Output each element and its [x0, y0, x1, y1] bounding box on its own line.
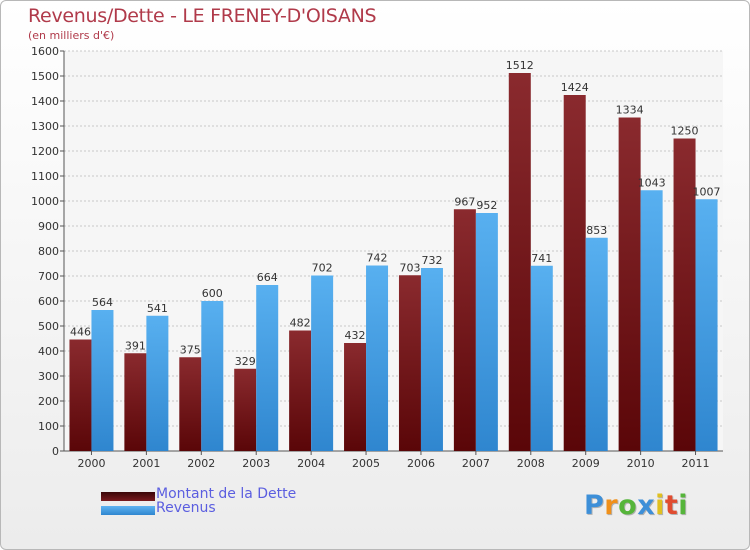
x-tick-label: 2003 — [242, 457, 270, 470]
bar — [475, 213, 498, 451]
x-tick-label: 2006 — [407, 457, 435, 470]
data-label: 732 — [421, 254, 442, 267]
bar — [618, 117, 641, 451]
data-label: 1250 — [671, 125, 699, 138]
y-tick-label: 1600 — [31, 45, 59, 58]
y-tick-label: 1200 — [31, 145, 59, 158]
y-tick-label: 1000 — [31, 195, 59, 208]
data-label: 600 — [202, 287, 223, 300]
bar — [91, 310, 114, 451]
data-label: 664 — [257, 271, 278, 284]
y-tick-label: 1500 — [31, 70, 59, 83]
bar — [563, 95, 586, 451]
data-label: 1007 — [693, 185, 721, 198]
bar — [124, 353, 147, 451]
chart-title: Revenus/Dette - LE FRENEY-D'OISANS — [28, 5, 377, 27]
data-label: 432 — [345, 329, 366, 342]
data-label: 1512 — [506, 59, 534, 72]
data-label: 329 — [235, 355, 256, 368]
data-label: 541 — [147, 302, 168, 315]
logo-letter: r — [604, 490, 619, 521]
bar — [344, 343, 367, 451]
chart-subtitle: (en milliers d'€) — [28, 29, 115, 42]
y-tick-label: 700 — [38, 270, 59, 283]
x-tick-label: 2011 — [682, 457, 710, 470]
data-label: 967 — [454, 195, 475, 208]
proxiti-logo: Proxiti — [584, 490, 688, 521]
data-label: 446 — [70, 326, 91, 339]
y-tick-label: 300 — [38, 370, 59, 383]
logo-letter: i — [678, 490, 689, 521]
y-tick-label: 100 — [38, 420, 59, 433]
bar — [695, 199, 718, 451]
bar — [398, 275, 421, 451]
logo-letter: t — [664, 490, 679, 521]
bar — [289, 330, 312, 451]
logo-letter: P — [584, 490, 605, 521]
y-tick-label: 0 — [52, 445, 59, 458]
legend-label-revenus: Revenus — [156, 500, 216, 516]
y-tick-label: 1300 — [31, 120, 59, 133]
data-label: 564 — [92, 296, 113, 309]
data-label: 375 — [180, 343, 201, 356]
data-label: 952 — [476, 199, 497, 212]
logo-letter: x — [637, 490, 656, 521]
bar — [256, 285, 279, 451]
data-label: 1424 — [561, 81, 589, 94]
data-label: 703 — [399, 261, 420, 274]
bar — [420, 268, 443, 451]
bar — [508, 73, 531, 451]
y-tick-label: 1100 — [31, 170, 59, 183]
bar — [69, 339, 92, 451]
y-tick-label: 200 — [38, 395, 59, 408]
bar — [179, 357, 202, 451]
x-tick-label: 2002 — [187, 457, 215, 470]
x-tick-label: 2010 — [627, 457, 655, 470]
y-tick-label: 900 — [38, 220, 59, 233]
bar — [585, 237, 608, 451]
bar — [311, 275, 334, 451]
x-tick-label: 2000 — [77, 457, 105, 470]
data-label: 742 — [367, 252, 388, 265]
bar — [453, 209, 476, 451]
x-tick-label: 2001 — [132, 457, 160, 470]
data-label: 1334 — [616, 104, 644, 117]
bar — [234, 368, 257, 451]
bar — [146, 315, 169, 451]
data-label: 391 — [125, 339, 146, 352]
legend-label-dette: Montant de la Dette — [156, 486, 297, 502]
x-tick-label: 2005 — [352, 457, 380, 470]
bar — [673, 138, 696, 451]
legend-swatch-dette — [101, 492, 155, 501]
y-tick-label: 1400 — [31, 95, 59, 108]
logo-letter: o — [618, 490, 638, 521]
x-tick-label: 2007 — [462, 457, 490, 470]
data-label: 482 — [290, 317, 311, 330]
y-tick-label: 800 — [38, 245, 59, 258]
x-tick-label: 2009 — [572, 457, 600, 470]
x-tick-label: 2004 — [297, 457, 325, 470]
bar — [530, 265, 553, 451]
x-tick-label: 2008 — [517, 457, 545, 470]
y-tick-label: 400 — [38, 345, 59, 358]
logo-letter: i — [655, 490, 665, 521]
data-label: 1043 — [638, 176, 666, 189]
bar — [640, 190, 663, 451]
data-label: 741 — [531, 252, 552, 265]
data-label: 702 — [312, 262, 333, 275]
bar — [366, 265, 389, 451]
y-tick-label: 600 — [38, 295, 59, 308]
y-tick-label: 500 — [38, 320, 59, 333]
legend-swatch-revenus — [101, 506, 155, 515]
bar — [201, 301, 224, 451]
data-label: 853 — [586, 224, 607, 237]
